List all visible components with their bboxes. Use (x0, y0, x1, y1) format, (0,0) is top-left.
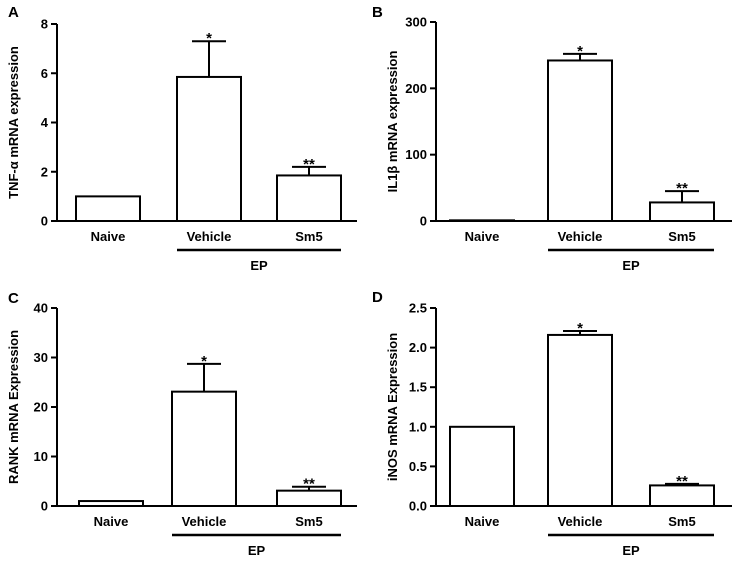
y-tick-label: 30 (34, 350, 48, 365)
y-tick-label: 2 (41, 164, 48, 179)
y-tick-label: 10 (34, 449, 48, 464)
category-label: Vehicle (558, 514, 603, 529)
category-label: Vehicle (187, 229, 232, 244)
significance-marker: ** (303, 476, 315, 493)
bar-naive (78, 500, 144, 507)
bar-sm5 (276, 174, 342, 223)
bar-vehicle (547, 59, 613, 223)
bar-naive (75, 195, 141, 222)
category-label: Vehicle (558, 229, 603, 244)
bar-vehicle (176, 75, 242, 222)
panel-label: D (372, 289, 383, 306)
group-label: EP (250, 258, 268, 273)
panel-label: B (372, 4, 383, 21)
significance-marker: * (201, 353, 207, 370)
bar-vehicle (171, 390, 237, 507)
category-label: Naive (91, 229, 126, 244)
significance-marker: * (206, 30, 212, 47)
y-axis-label: RANK mRNA Expression (6, 330, 21, 484)
y-tick-label: 0 (420, 214, 427, 229)
bar-sm5 (649, 201, 715, 222)
significance-marker: ** (303, 156, 315, 173)
y-tick-label: 100 (405, 147, 427, 162)
category-label: Naive (465, 229, 500, 244)
y-axis-label: iNOS mRNA Expression (385, 333, 400, 481)
y-tick-label: 0 (41, 499, 48, 514)
group-label: EP (622, 543, 640, 558)
y-tick-label: 2.0 (409, 340, 427, 355)
category-label: Sm5 (668, 514, 695, 529)
category-label: Sm5 (295, 514, 322, 529)
significance-marker: ** (676, 473, 688, 490)
y-tick-label: 20 (34, 400, 48, 415)
category-label: Naive (94, 514, 129, 529)
bar-sm5 (276, 489, 342, 507)
y-tick-label: 0.0 (409, 499, 427, 514)
y-tick-label: 1.5 (409, 380, 427, 395)
panel-label: C (8, 290, 19, 307)
y-tick-label: 8 (41, 17, 48, 32)
y-tick-label: 4 (41, 115, 49, 130)
category-label: Naive (465, 514, 500, 529)
y-tick-label: 200 (405, 81, 427, 96)
bar-vehicle (547, 333, 613, 508)
y-tick-label: 0 (41, 214, 48, 229)
y-tick-label: 2.5 (409, 301, 427, 316)
panel-c: C 0 10 20 30 40 RANK mRNA Expression Naive * Vehi… (6, 290, 357, 558)
group-label: EP (622, 258, 640, 273)
y-tick-label: 1.0 (409, 419, 427, 434)
y-tick-label: 300 (405, 15, 427, 30)
y-tick-label: 6 (41, 66, 48, 81)
panel-a: A 0 2 4 6 8 TNF-α mRNA expression Naive * Vehicle… (6, 4, 357, 273)
category-label: Vehicle (182, 514, 227, 529)
panel-label: A (8, 4, 19, 21)
y-tick-label: 0.5 (409, 459, 427, 474)
category-label: Sm5 (668, 229, 695, 244)
significance-marker: * (577, 43, 583, 60)
panel-d: D 0.0 0.5 1.0 1.5 2.0 2.5 iNOS mRNA Expression N… (372, 289, 732, 558)
significance-marker: * (577, 320, 583, 337)
bar-naive (449, 425, 515, 507)
y-axis-label: TNF-α mRNA expression (6, 46, 21, 199)
y-tick-label: 40 (34, 301, 48, 316)
panel-b: B 0 100 200 300 IL1β mRNA expression Naive * Veh… (372, 4, 732, 273)
significance-marker: ** (676, 180, 688, 197)
category-label: Sm5 (295, 229, 322, 244)
y-axis-label: IL1β mRNA expression (385, 51, 400, 193)
group-label: EP (248, 543, 266, 558)
bar-naive (449, 219, 515, 223)
